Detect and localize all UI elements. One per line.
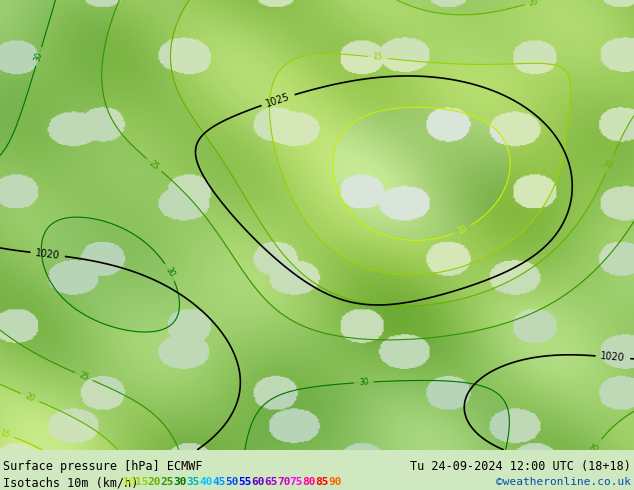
Text: 15: 15 (0, 428, 11, 440)
Text: 20: 20 (148, 477, 161, 487)
Text: 30: 30 (164, 266, 176, 279)
Text: 25: 25 (160, 477, 174, 487)
Text: 75: 75 (290, 477, 303, 487)
Text: 1020: 1020 (35, 248, 60, 261)
Text: 25: 25 (590, 441, 602, 454)
Text: 25: 25 (148, 158, 160, 172)
Text: 55: 55 (238, 477, 252, 487)
Text: 35: 35 (186, 477, 200, 487)
Text: 30: 30 (33, 50, 44, 62)
Text: 40: 40 (200, 477, 213, 487)
Text: 80: 80 (302, 477, 316, 487)
Text: 15: 15 (372, 52, 383, 62)
Text: ©weatheronline.co.uk: ©weatheronline.co.uk (496, 477, 631, 487)
Text: 20: 20 (24, 392, 36, 404)
Text: Tu 24-09-2024 12:00 UTC (18+18): Tu 24-09-2024 12:00 UTC (18+18) (410, 460, 631, 473)
Text: 20: 20 (604, 157, 616, 170)
Text: 20: 20 (528, 0, 540, 8)
Text: 50: 50 (225, 477, 238, 487)
Text: Isotachs 10m (km/h): Isotachs 10m (km/h) (3, 477, 145, 490)
Text: 60: 60 (251, 477, 264, 487)
Text: 30: 30 (359, 378, 369, 387)
Text: 10: 10 (456, 223, 469, 236)
Text: Surface pressure [hPa] ECMWF: Surface pressure [hPa] ECMWF (3, 460, 202, 473)
Text: 10: 10 (122, 477, 136, 487)
Text: 30: 30 (174, 477, 187, 487)
Text: 1020: 1020 (600, 351, 626, 364)
Text: 1025: 1025 (265, 91, 292, 108)
Text: 25: 25 (77, 370, 90, 383)
Text: 70: 70 (277, 477, 290, 487)
Text: 15: 15 (135, 477, 148, 487)
Text: 65: 65 (264, 477, 278, 487)
Text: 90: 90 (328, 477, 342, 487)
Text: 85: 85 (316, 477, 329, 487)
Text: 45: 45 (212, 477, 226, 487)
